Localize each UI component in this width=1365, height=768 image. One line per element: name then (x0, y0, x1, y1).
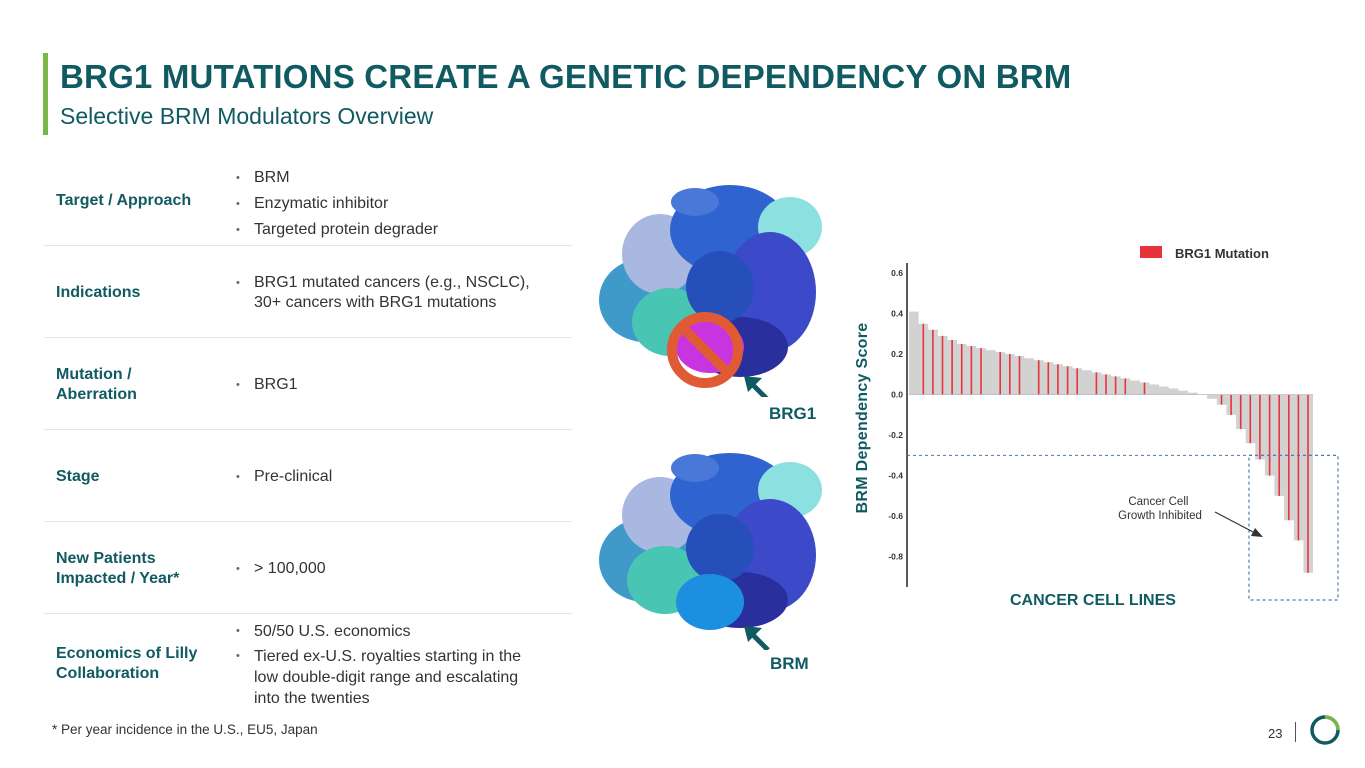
mutation-bar (1297, 394, 1300, 541)
table-row: Indications BRG1 mutated cancers (e.g., … (44, 246, 572, 338)
brm-dependency-chart: BRG1 Mutation 0.6 0.4 0.2 0.0 -0.2 -0.4 -0.6 -0… (888, 246, 1339, 601)
y-tick-label: -0.8 (888, 552, 903, 562)
mutation-bar (960, 344, 963, 395)
page-number: 23 (1268, 726, 1283, 741)
list-item: BRG1 (236, 375, 298, 395)
row-label: Indications (56, 284, 141, 301)
arrow-icon (744, 626, 762, 642)
y-tick-label: 0.2 (891, 349, 903, 359)
inhibition-box (1248, 454, 1339, 601)
row-items: > 100,000 (236, 559, 326, 579)
mutation-bar (970, 346, 973, 395)
list-item: Tiered ex-U.S. royalties starting in the… (236, 646, 546, 709)
prohibition-icon (667, 312, 743, 388)
mutation-bar (1220, 394, 1223, 405)
mutation-bar (932, 329, 934, 395)
mutation-bar (1143, 382, 1146, 395)
row-items: Pre-clinical (236, 467, 332, 487)
mutation-bar (1066, 366, 1069, 395)
mutation-bar (1037, 360, 1040, 395)
y-axis-label: BRM Dependency Score (854, 322, 871, 514)
brm-protein-structure (599, 453, 822, 650)
brm-label: BRM (770, 654, 809, 673)
row-label: Economics of Lilly Collaboration (56, 645, 198, 682)
mutation-bar (1114, 376, 1117, 395)
mutation-bar (1278, 394, 1280, 496)
x-axis-label: CANCER CELL LINES (1010, 592, 1176, 609)
brg1-protein-structure (599, 185, 822, 397)
row-items: BRM Enzymatic inhibitor Targeted protein… (236, 165, 438, 243)
row-items: BRG1 (236, 375, 298, 395)
overview-table: Target / Approach BRM Enzymatic inhibito… (44, 155, 572, 710)
arrow-icon (1251, 528, 1263, 537)
row-label: Stage (56, 468, 100, 485)
row-label: Target / Approach (56, 192, 192, 209)
legend-swatch (1140, 246, 1162, 258)
annotation-arrow (1214, 511, 1256, 534)
mutation-bar (1288, 394, 1290, 521)
mutation-bar (1307, 394, 1309, 573)
list-item: BRM (236, 165, 438, 191)
table-row: Target / Approach BRM Enzymatic inhibito… (44, 155, 572, 246)
mutation-bar (980, 348, 982, 395)
page-separator (1295, 722, 1296, 742)
list-item: 50/50 U.S. economics (236, 621, 546, 642)
list-item: > 100,000 (236, 559, 326, 579)
mutation-bar (1018, 356, 1021, 395)
mutation-bar (1047, 362, 1050, 395)
row-items: BRG1 mutated cancers (e.g., NSCLC), 30+ … (236, 273, 556, 313)
row-label: New Patients Impacted / Year* (56, 550, 180, 587)
table-row: Stage Pre-clinical (44, 430, 572, 522)
mutation-bar (999, 352, 1001, 395)
footnote: * Per year incidence in the U.S., EU5, J… (52, 722, 318, 737)
table-row: Mutation / Aberration BRG1 (44, 338, 572, 430)
title-accent-bar (43, 53, 48, 135)
y-tick-label: -0.4 (888, 471, 903, 481)
brg1-label: BRG1 (769, 404, 817, 423)
mutation-bar (1076, 368, 1078, 395)
list-item: Enzymatic inhibitor (236, 191, 438, 217)
table-row: New Patients Impacted / Year* > 100,000 (44, 522, 572, 614)
list-item: Targeted protein degrader (236, 217, 438, 243)
y-tick-label: -0.2 (888, 430, 903, 440)
mutation-bar (951, 340, 953, 395)
y-tick-label: 0.0 (891, 390, 903, 400)
row-items: 50/50 U.S. economics Tiered ex-U.S. roya… (236, 621, 546, 709)
table-row: Economics of Lilly Collaboration 50/50 U… (44, 614, 572, 710)
mutation-bar (1230, 394, 1232, 415)
y-tick-label: -0.6 (888, 511, 903, 521)
mutation-bar (941, 335, 944, 395)
list-item: Pre-clinical (236, 467, 332, 487)
arrow-icon (744, 376, 762, 392)
legend-label: BRG1 Mutation (1175, 246, 1269, 261)
mutation-bar (1268, 394, 1271, 476)
mutation-bar (1239, 394, 1242, 429)
mutation-bar (1259, 394, 1261, 460)
list-item: BRG1 mutated cancers (e.g., NSCLC), 30+ … (236, 273, 556, 313)
y-tick-label: 0.6 (891, 268, 903, 278)
row-label: Mutation / Aberration (56, 366, 137, 403)
annotation-text: Cancer Cell Growth Inhibited (1118, 496, 1202, 522)
mutation-bar (1249, 394, 1252, 444)
mutation-bar (922, 323, 925, 395)
mutation-bar (1057, 364, 1059, 395)
mutation-bar (1009, 354, 1011, 395)
mutation-bar (1105, 374, 1107, 395)
mutation-bar (1124, 378, 1127, 395)
company-logo-icon (1310, 715, 1340, 745)
y-tick-label: 0.4 (891, 309, 903, 319)
page-subtitle: Selective BRM Modulators Overview (60, 103, 434, 129)
page-title: BRG1 MUTATIONS CREATE A GENETIC DEPENDEN… (60, 58, 1072, 95)
mutation-bar (1095, 372, 1098, 395)
